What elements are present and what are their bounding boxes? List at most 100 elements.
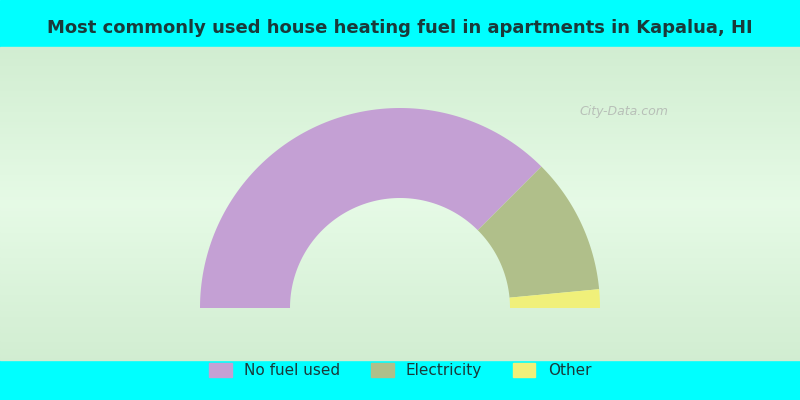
Bar [0, 278, 800, 282]
Bar [0, 97, 800, 101]
Bar [0, 184, 800, 188]
Bar [0, 344, 800, 348]
Bar [0, 244, 800, 248]
Bar [0, 234, 800, 238]
Bar [0, 166, 800, 170]
Text: Most commonly used house heating fuel in apartments in Kapalua, HI: Most commonly used house heating fuel in… [47, 19, 753, 37]
Bar [0, 238, 800, 242]
Bar [0, 284, 800, 288]
Polygon shape [478, 166, 599, 298]
Bar [0, 300, 800, 304]
Polygon shape [510, 289, 600, 308]
Bar [0, 128, 800, 132]
Bar [0, 66, 800, 70]
Bar [0, 113, 800, 117]
Bar [0, 88, 800, 92]
Bar [0, 219, 800, 223]
Bar [0, 216, 800, 220]
Bar [0, 281, 800, 285]
Bar [0, 156, 800, 160]
Bar [0, 172, 800, 176]
Bar [0, 82, 800, 86]
Bar [0, 262, 800, 266]
Bar [0, 132, 800, 135]
Bar [0, 63, 800, 67]
Bar [0, 322, 800, 326]
Bar [0, 225, 800, 229]
Bar [0, 60, 800, 64]
Bar [0, 147, 800, 151]
Text: City-Data.com: City-Data.com [579, 106, 669, 118]
Bar [0, 181, 800, 185]
Bar [0, 197, 800, 201]
Bar [0, 160, 800, 164]
Bar [0, 347, 800, 351]
Bar [0, 269, 800, 273]
Bar [0, 106, 800, 110]
Bar [0, 266, 800, 270]
Bar [0, 94, 800, 98]
Bar [0, 212, 800, 216]
Bar [0, 331, 800, 335]
Bar [0, 328, 800, 332]
Bar [0, 85, 800, 88]
Bar [0, 203, 800, 207]
Bar [0, 116, 800, 120]
Bar [0, 356, 800, 360]
Bar [0, 50, 800, 54]
Bar [0, 353, 800, 357]
Bar [0, 272, 800, 276]
Bar [0, 72, 800, 76]
Bar [0, 103, 800, 107]
Bar [0, 188, 800, 192]
Bar [0, 0, 800, 48]
Bar [0, 288, 800, 291]
Bar [0, 122, 800, 126]
Polygon shape [200, 108, 542, 308]
Bar [0, 78, 800, 82]
Bar [0, 153, 800, 157]
Bar [0, 47, 800, 51]
Bar [0, 340, 800, 344]
Bar [0, 325, 800, 329]
Bar [0, 119, 800, 123]
Bar [0, 275, 800, 279]
Bar [0, 210, 800, 213]
Bar [0, 91, 800, 95]
Bar [0, 175, 800, 179]
Bar [0, 69, 800, 73]
Bar [0, 316, 800, 320]
Bar [0, 150, 800, 154]
Bar [0, 303, 800, 307]
Bar [0, 134, 800, 138]
Bar [0, 110, 800, 114]
Bar [0, 337, 800, 341]
Bar [0, 247, 800, 251]
Bar [0, 169, 800, 173]
Bar [0, 241, 800, 244]
Bar [0, 163, 800, 166]
Bar [0, 256, 800, 260]
Bar [0, 138, 800, 142]
Bar [0, 319, 800, 322]
Bar [0, 250, 800, 254]
Bar [0, 125, 800, 129]
Bar [0, 100, 800, 104]
Bar [0, 360, 800, 400]
Bar [0, 75, 800, 79]
Bar [0, 350, 800, 354]
Legend: No fuel used, Electricity, Other: No fuel used, Electricity, Other [202, 357, 598, 384]
Bar [0, 290, 800, 294]
Bar [0, 306, 800, 310]
Bar [0, 200, 800, 204]
Bar [0, 294, 800, 298]
Bar [0, 191, 800, 195]
Bar [0, 194, 800, 198]
Bar [0, 54, 800, 57]
Bar [0, 178, 800, 182]
Bar [0, 297, 800, 301]
Bar [0, 253, 800, 257]
Bar [0, 312, 800, 316]
Bar [0, 259, 800, 263]
Bar [0, 56, 800, 60]
